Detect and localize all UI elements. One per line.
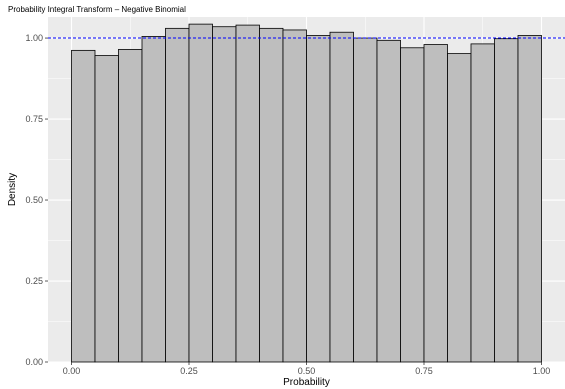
x-axis-title: Probability (283, 377, 330, 388)
histogram-bar (306, 35, 331, 363)
histogram-bar (141, 36, 166, 363)
histogram-bar (517, 35, 542, 363)
histogram-bar (494, 38, 519, 363)
x-tick-label: 1.00 (533, 366, 551, 376)
histogram-bar (376, 39, 401, 363)
x-tick-label: 0.25 (180, 366, 198, 376)
x-tick-label: 0.75 (415, 366, 433, 376)
histogram-bar (212, 26, 237, 363)
y-tick-label: 0.00 (25, 357, 43, 367)
histogram-bar (188, 23, 213, 363)
histogram-bar (118, 48, 143, 363)
histogram-bar (470, 43, 495, 363)
y-tick-label: 0.25 (25, 276, 43, 286)
histogram-bars (71, 23, 542, 363)
x-axis: 0.00 0.25 0.50 0.75 1.00 (63, 362, 551, 376)
histogram-bar (71, 49, 96, 363)
y-tick-label: 1.00 (25, 33, 43, 43)
y-axis-title: Density (7, 173, 18, 206)
histogram-bar (94, 55, 119, 363)
histogram-bar (165, 27, 190, 363)
chart-title: Probability Integral Transform – Negativ… (8, 5, 186, 14)
histogram-bar (400, 47, 425, 363)
histogram-bar (329, 31, 354, 363)
histogram-bar (259, 27, 284, 363)
y-tick-label: 0.50 (25, 195, 43, 205)
histogram-bar (423, 44, 448, 363)
histogram-bar (282, 29, 307, 363)
y-axis: 0.00 0.25 0.50 0.75 1.00 (25, 33, 48, 367)
histogram-bar (353, 37, 378, 363)
x-tick-label: 0.50 (298, 366, 316, 376)
histogram-bar (447, 53, 472, 363)
x-tick-label: 0.00 (63, 366, 81, 376)
histogram-bar (235, 24, 260, 363)
y-tick-label: 0.75 (25, 114, 43, 124)
